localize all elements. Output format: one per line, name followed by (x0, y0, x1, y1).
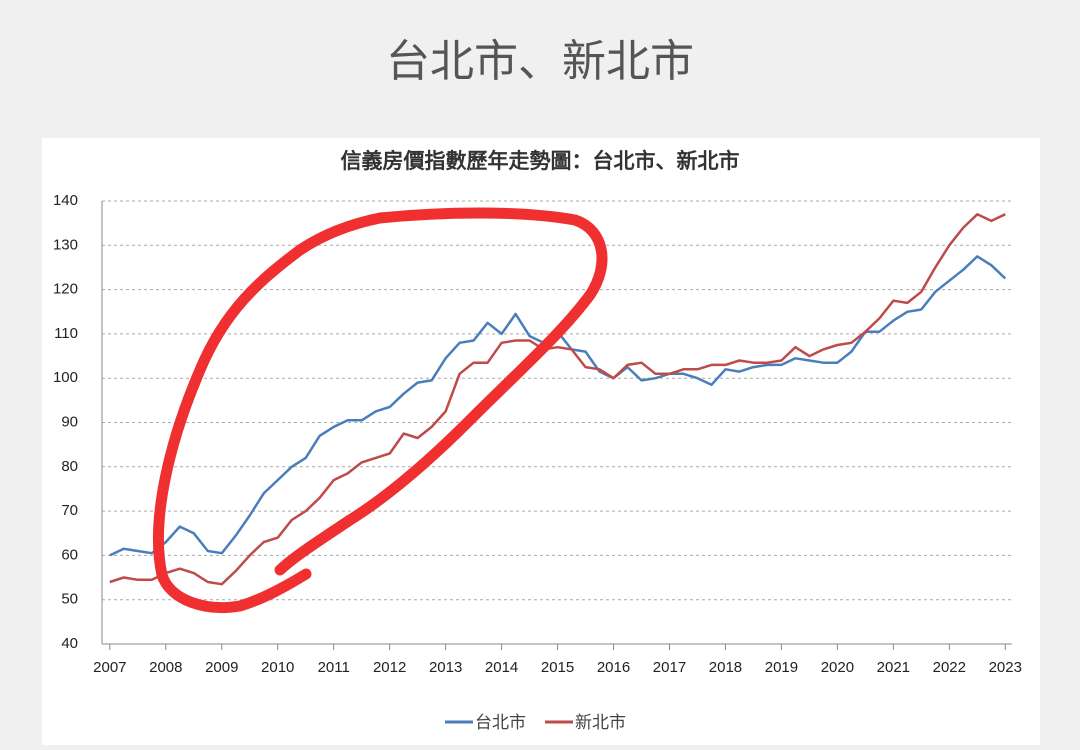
y-tick-label: 130 (53, 236, 78, 253)
y-tick-label: 100 (53, 369, 78, 386)
x-tick-label: 2016 (597, 659, 630, 676)
legend-label: 新北市 (575, 713, 626, 733)
y-tick-label: 50 (61, 591, 78, 608)
x-tick-label: 2010 (261, 659, 294, 676)
x-tick-label: 2019 (765, 659, 798, 676)
x-tick-label: 2011 (318, 659, 350, 676)
y-tick-label: 60 (61, 546, 78, 563)
x-tick-label: 2012 (373, 659, 406, 676)
y-tick-label: 110 (54, 325, 78, 342)
y-tick-label: 40 (61, 635, 78, 652)
y-tick-label: 70 (61, 502, 78, 519)
x-tick-label: 2015 (541, 659, 574, 676)
y-tick-label: 140 (53, 192, 78, 209)
x-tick-label: 2009 (205, 659, 238, 676)
x-tick-label: 2023 (989, 659, 1022, 676)
x-tick-label: 2022 (933, 659, 966, 676)
x-tick-label: 2008 (149, 659, 182, 676)
x-tick-label: 2020 (821, 659, 854, 676)
series-line (109, 213, 1006, 586)
x-tick-label: 2017 (653, 659, 686, 676)
chart-panel (42, 138, 1040, 745)
heading: 台北市、新北市 (386, 36, 694, 87)
x-tick-label: 2018 (709, 659, 742, 676)
x-tick-label: 2013 (429, 659, 462, 676)
chart-title: 信義房價指數歷年走勢圖：台北市、新北市 (341, 149, 740, 173)
legend-label: 台北市 (475, 713, 526, 733)
x-tick-label: 2021 (877, 659, 910, 676)
x-tick-label: 2007 (93, 659, 126, 676)
y-tick-label: 80 (61, 458, 78, 475)
y-tick-label: 90 (61, 413, 78, 430)
y-tick-label: 120 (53, 281, 78, 298)
hand-drawn-circle (152, 207, 608, 613)
x-tick-label: 2014 (485, 659, 518, 676)
